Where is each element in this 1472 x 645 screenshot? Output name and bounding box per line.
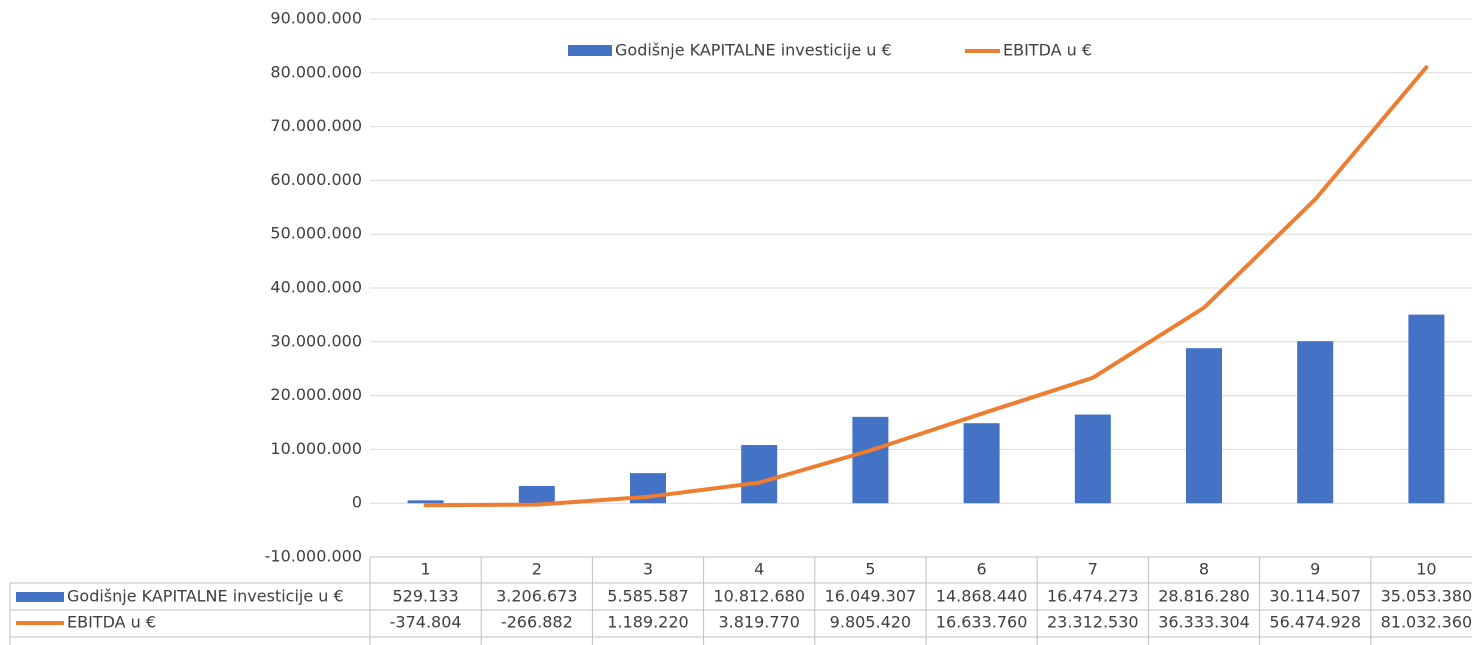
- bar: [1074, 414, 1111, 504]
- table-value: 9.805.420: [830, 613, 911, 632]
- table-value: 81.032.360: [1381, 613, 1472, 632]
- table-value: 28.816.280: [1158, 587, 1250, 606]
- category-label: 10: [1416, 560, 1436, 579]
- y-tick-label: 70.000.000: [270, 116, 362, 135]
- table-value: 529.133: [393, 587, 459, 606]
- y-tick-label: 50.000.000: [270, 224, 362, 243]
- category-label: 5: [865, 560, 875, 579]
- y-tick-label: 40.000.000: [270, 278, 362, 297]
- bar: [1408, 314, 1445, 504]
- table-value: 3.819.770: [718, 613, 799, 632]
- table-value: 30.114.507: [1269, 587, 1361, 606]
- table-key: [16, 592, 64, 602]
- legend-label: EBITDA u €: [1003, 41, 1092, 60]
- category-label: 4: [754, 560, 764, 579]
- table-value: 23.312.530: [1047, 613, 1139, 632]
- table-value: 5.585.587: [607, 587, 688, 606]
- category-label: 6: [977, 560, 987, 579]
- table-value: 35.053.380: [1381, 587, 1472, 606]
- bar: [1297, 341, 1334, 504]
- y-tick-label: -10.000.000: [265, 547, 362, 566]
- table-value: 10.812.680: [713, 587, 805, 606]
- bar: [852, 416, 889, 504]
- category-label: 7: [1088, 560, 1098, 579]
- legend-label: Godišnje KAPITALNE investicije u €: [615, 41, 892, 60]
- row-header: Godišnje KAPITALNE investicije u €: [67, 587, 344, 606]
- table-value: 14.868.440: [936, 587, 1028, 606]
- table-value: 3.206.673: [496, 587, 577, 606]
- table-value: 16.633.760: [936, 613, 1028, 632]
- bar: [407, 500, 444, 504]
- bar: [1186, 348, 1222, 504]
- table-value: 36.333.304: [1158, 613, 1250, 632]
- table-value: 56.474.928: [1269, 613, 1361, 632]
- table-value: -374.804: [390, 613, 462, 632]
- y-tick-label: 10.000.000: [270, 439, 362, 458]
- bar: [741, 445, 778, 504]
- y-tick-label: 20.000.000: [270, 385, 362, 404]
- y-tick-label: 80.000.000: [270, 62, 362, 81]
- table-value: 16.049.307: [825, 587, 917, 606]
- category-label: 1: [421, 560, 431, 579]
- bar: [963, 423, 1000, 504]
- table-value: 16.474.273: [1047, 587, 1139, 606]
- table-value: 1.189.220: [607, 613, 688, 632]
- y-tick-label: 90.000.000: [270, 9, 362, 28]
- category-label: 3: [643, 560, 653, 579]
- bar: [518, 485, 555, 504]
- category-label: 2: [532, 560, 542, 579]
- table-value: -266.882: [501, 613, 573, 632]
- line: [423, 65, 1429, 508]
- y-tick-label: 60.000.000: [270, 170, 362, 189]
- row-header: EBITDA u €: [67, 613, 156, 632]
- y-tick-label: 0: [352, 493, 362, 512]
- y-tick-label: 30.000.000: [270, 331, 362, 350]
- legend-key: [568, 45, 612, 56]
- category-label: 8: [1199, 560, 1209, 579]
- category-label: 9: [1310, 560, 1320, 579]
